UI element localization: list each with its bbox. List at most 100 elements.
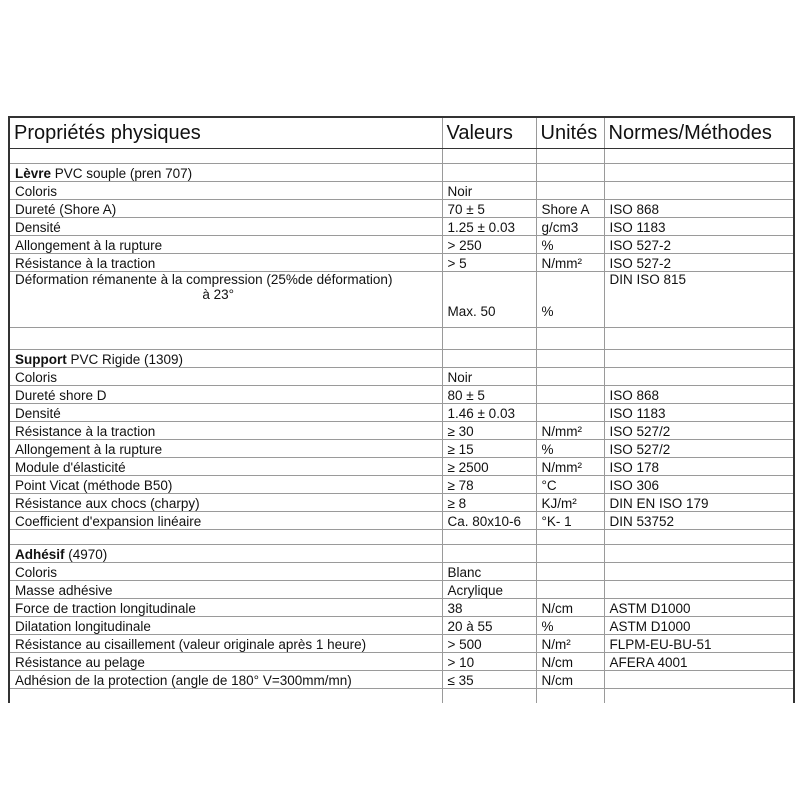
value-cell: 1.25 ± 0.03 — [441, 217, 537, 236]
empty-cell — [535, 529, 605, 545]
unit-cell — [535, 562, 605, 581]
property-label: Résistance au cisaillement (valeur origi… — [15, 637, 367, 652]
empty-cell — [535, 163, 605, 182]
property-label: Point Vicat (méthode B50) — [15, 478, 173, 493]
property-cell: Point Vicat (méthode B50) — [8, 475, 443, 494]
value-cell: > 5 — [441, 253, 537, 272]
property-label: Coefficient d'expansion linéaire — [15, 514, 202, 529]
section-detail: PVC souple (pren 707) — [51, 166, 193, 181]
property-label: Résistance au pelage — [15, 655, 145, 670]
property-label: Allongement à la rupture — [15, 442, 163, 457]
norm-cell: ASTM D1000 — [603, 598, 795, 617]
properties-table: Propriétés physiques Valeurs Unités Norm… — [8, 116, 795, 703]
unit-cell: °C — [535, 475, 605, 494]
unit-cell: N/cm — [535, 652, 605, 671]
norm-cell — [603, 580, 795, 599]
unit-cell: % — [535, 235, 605, 254]
property-cell: Densité — [8, 403, 443, 422]
empty-cell — [8, 529, 443, 545]
section-row: Lèvre PVC souple (pren 707) — [8, 163, 795, 182]
section-row: Support PVC Rigide (1309) — [8, 349, 795, 368]
property-label: Dureté shore D — [15, 388, 107, 403]
norm-cell: ISO 868 — [603, 199, 795, 218]
property-label: Coloris — [15, 370, 58, 385]
property-cell: Déformation rémanente à la compression (… — [8, 271, 443, 328]
unit-cell — [535, 385, 605, 404]
value-cell: 80 ± 5 — [441, 385, 537, 404]
property-label: Dureté (Shore A) — [15, 202, 117, 217]
norm-cell: ISO 178 — [603, 457, 795, 476]
property-label: Résistance aux chocs (charpy) — [15, 496, 200, 511]
section-title: Support PVC Rigide (1309) — [8, 349, 443, 368]
blank-row — [8, 148, 795, 164]
property-label: Masse adhésive — [15, 583, 113, 598]
section-name: Lèvre — [15, 166, 52, 181]
table-row: Point Vicat (méthode B50) ≥ 78 °C ISO 30… — [8, 475, 795, 494]
table-row: Dureté (Shore A) 70 ± 5 Shore A ISO 868 — [8, 199, 795, 218]
blank-row — [8, 688, 795, 703]
empty-cell — [603, 163, 795, 182]
norm-cell — [603, 562, 795, 581]
property-cell: Densité — [8, 217, 443, 236]
norm-cell: DIN 53752 — [603, 511, 795, 530]
empty-cell — [535, 349, 605, 368]
empty-cell — [535, 688, 605, 703]
value-cell: Max. 50 — [441, 271, 537, 328]
table-row: Coefficient d'expansion linéaire Ca. 80x… — [8, 511, 795, 530]
empty-cell — [8, 688, 443, 703]
empty-cell — [441, 148, 537, 164]
norm-cell: AFERA 4001 — [603, 652, 795, 671]
unit-cell: N/mm² — [535, 421, 605, 440]
value-cell: > 10 — [441, 652, 537, 671]
value-cell: ≤ 35 — [441, 670, 537, 689]
property-label: Dilatation longitudinale — [15, 619, 151, 634]
property-cell: Dureté (Shore A) — [8, 199, 443, 218]
table-row: Densité 1.25 ± 0.03 g/cm3 ISO 1183 — [8, 217, 795, 236]
table-row: Résistance à la traction ≥ 30 N/mm² ISO … — [8, 421, 795, 440]
table-row: Module d'élasticité ≥ 2500 N/mm² ISO 178 — [8, 457, 795, 476]
table-row: Allongement à la rupture ≥ 15 % ISO 527/… — [8, 439, 795, 458]
norm-cell: ISO 527-2 — [603, 253, 795, 272]
property-cell: Allongement à la rupture — [8, 439, 443, 458]
unit-cell — [535, 181, 605, 200]
empty-cell — [441, 163, 537, 182]
empty-cell — [603, 327, 795, 350]
value-cell: Blanc — [441, 562, 537, 581]
empty-cell — [603, 688, 795, 703]
table-row: Adhésion de la protection (angle de 180°… — [8, 670, 795, 689]
section-title: Lèvre PVC souple (pren 707) — [8, 163, 443, 182]
empty-cell — [8, 327, 443, 350]
property-cell: Allongement à la rupture — [8, 235, 443, 254]
header-unit: Unités — [535, 116, 605, 149]
norm-cell — [603, 670, 795, 689]
unit-cell: Shore A — [535, 199, 605, 218]
blank-row — [8, 529, 795, 545]
table-row: Masse adhésive Acrylique — [8, 580, 795, 599]
property-cell: Force de traction longitudinale — [8, 598, 443, 617]
unit-cell: N/mm² — [535, 253, 605, 272]
unit-cell: N/cm — [535, 670, 605, 689]
header-property: Propriétés physiques — [8, 116, 443, 149]
section-title: Adhésif (4970) — [8, 544, 443, 563]
property-label: Résistance à la traction — [15, 256, 156, 271]
norm-cell — [603, 181, 795, 200]
table-row: Résistance à la traction > 5 N/mm² ISO 5… — [8, 253, 795, 272]
value-cell: ≥ 78 — [441, 475, 537, 494]
table-row: Coloris Noir — [8, 181, 795, 200]
property-label: Allongement à la rupture — [15, 238, 163, 253]
value-cell: ≥ 15 — [441, 439, 537, 458]
empty-cell — [535, 148, 605, 164]
property-label: Coloris — [15, 565, 58, 580]
property-cell: Coloris — [8, 562, 443, 581]
value-cell: ≥ 2500 — [441, 457, 537, 476]
empty-cell — [441, 544, 537, 563]
table-header-row: Propriétés physiques Valeurs Unités Norm… — [8, 116, 795, 149]
property-label: Densité — [15, 406, 61, 421]
section-name: Adhésif — [15, 547, 65, 562]
table-row: Résistance aux chocs (charpy) ≥ 8 KJ/m² … — [8, 493, 795, 512]
value-cell: 1.46 ± 0.03 — [441, 403, 537, 422]
property-cell: Résistance au cisaillement (valeur origi… — [8, 634, 443, 653]
value-cell: > 250 — [441, 235, 537, 254]
table-row: Coloris Blanc — [8, 562, 795, 581]
property-cell: Adhésion de la protection (angle de 180°… — [8, 670, 443, 689]
